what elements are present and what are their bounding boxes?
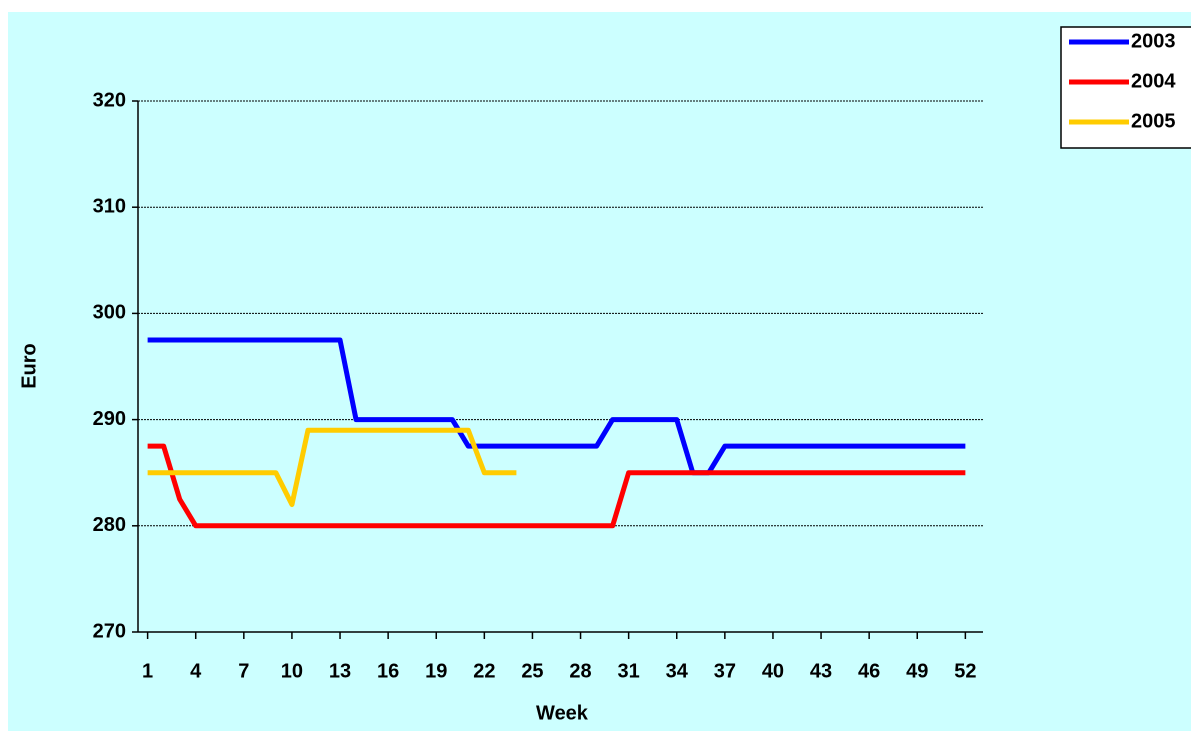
x-tick-label: 49: [906, 660, 928, 682]
series-line: [147, 443, 966, 529]
series-line: [147, 427, 517, 508]
x-tick-label: 43: [810, 660, 832, 682]
y-tick-label: 280: [93, 514, 126, 536]
y-axis-label: Euro: [18, 343, 40, 389]
y-tick-label: 290: [93, 408, 126, 430]
x-tick-label: 10: [281, 660, 303, 682]
x-axis-label: Week: [536, 702, 589, 724]
x-tick-label: 7: [238, 660, 249, 682]
legend-label: 2005: [1131, 110, 1176, 132]
legend-box: [1060, 26, 1191, 149]
x-tick-label: 46: [858, 660, 880, 682]
x-tick-label: 4: [190, 660, 202, 682]
legend-label: 2003: [1131, 30, 1176, 52]
legend-label: 2004: [1131, 70, 1176, 92]
x-tick-label: 52: [954, 660, 976, 682]
x-tick-label: 22: [473, 660, 495, 682]
y-tick-label: 320: [93, 89, 126, 111]
x-tick-label: 16: [377, 660, 399, 682]
x-tick-label: 28: [569, 660, 591, 682]
x-tick-label: 40: [762, 660, 784, 682]
x-tick-label: 13: [329, 660, 351, 682]
x-tick-label: 1: [142, 660, 153, 682]
series-line: [147, 337, 966, 476]
x-tick-label: 19: [425, 660, 447, 682]
y-tick-label: 270: [93, 620, 126, 642]
chart-background: [8, 12, 1191, 731]
x-tick-label: 31: [618, 660, 640, 682]
x-tick-label: 25: [521, 660, 543, 682]
x-tick-label: 37: [714, 660, 736, 682]
y-tick-label: 310: [93, 195, 126, 217]
x-tick-label: 34: [666, 660, 689, 682]
y-tick-label: 300: [93, 302, 126, 324]
